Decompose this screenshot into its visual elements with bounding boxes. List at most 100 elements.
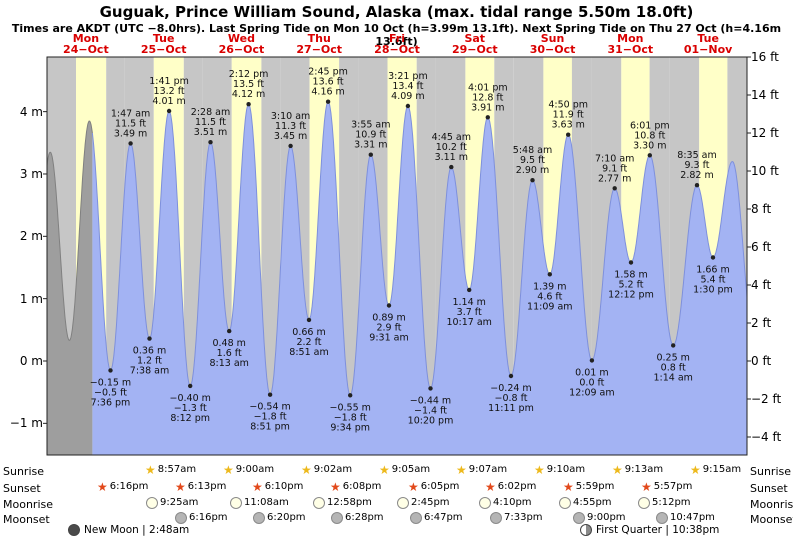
tide-extreme-label: 3.91 m	[471, 102, 504, 113]
right-axis-label: 16 ft	[751, 50, 779, 64]
moonset-time: 9:00pm	[587, 512, 626, 523]
new-moon-info: New Moon | 2:48am	[68, 524, 189, 536]
tide-extreme-label: 13.6 ft	[313, 77, 344, 88]
tide-extreme-dot	[405, 103, 411, 109]
day-label: Wed 26−Oct	[218, 32, 265, 56]
moonrise-entry: 9:25am	[146, 497, 198, 509]
moonrise-row-label-right: Moonrise	[750, 498, 793, 511]
sunset-time: 6:02pm	[497, 481, 537, 492]
sunrise-entry: ★ 9:05am	[379, 464, 430, 476]
tide-extreme-label: 1:41 pm	[149, 76, 189, 87]
sunrise-time: 8:57am	[157, 464, 197, 475]
tide-extreme-label: 10:17 am	[446, 317, 491, 328]
sunset-star-icon: ★	[330, 480, 341, 494]
sunrise-star-icon: ★	[223, 463, 234, 477]
left-axis-label: 2 m	[19, 229, 43, 244]
moonset-entry: 6:20pm	[253, 512, 306, 524]
tide-extreme-label: 2.77 m	[598, 173, 631, 184]
sunrise-time: 9:15am	[702, 464, 742, 475]
right-axis-label: 2 ft	[751, 316, 772, 330]
sunset-entry: ★ 6:08pm	[330, 481, 381, 493]
tide-extreme-label: 4:50 pm	[548, 100, 588, 111]
first-quarter-text: First Quarter | 10:38pm	[596, 524, 720, 536]
moonrise-icon	[479, 497, 491, 509]
tide-curve	[46, 101, 748, 455]
moonrise-entry: 4:10pm	[479, 497, 532, 509]
tide-extreme-label: 0.8 ft	[661, 362, 686, 373]
sunrise-entry: ★ 9:02am	[301, 464, 352, 476]
first-quarter-info: First Quarter | 10:38pm	[580, 524, 719, 536]
tide-extreme-label: 3:21 pm	[388, 71, 428, 82]
right-axis-label: 10 ft	[751, 164, 779, 178]
moonrise-entry: 2:45pm	[397, 497, 450, 509]
day-label: Mon 24−Oct	[63, 32, 109, 56]
sunset-entry: ★ 5:57pm	[641, 481, 692, 493]
left-axis-label: −1 m	[9, 416, 43, 431]
sunrise-entry: ★ 9:07am	[456, 464, 507, 476]
moonrise-time: 5:12pm	[652, 497, 691, 508]
tide-extreme-label: 2.9 ft	[376, 323, 401, 334]
tide-extreme-label: −1.8 ft	[334, 412, 367, 423]
moonset-time: 7:33pm	[504, 512, 543, 523]
sunset-time: 6:13pm	[187, 481, 227, 492]
moonset-entry: 6:16pm	[175, 512, 228, 524]
sunset-star-icon: ★	[641, 480, 652, 494]
tide-extreme-label: −0.15 m	[90, 377, 131, 388]
tide-extreme-label: 3.30 m	[633, 140, 666, 151]
tide-extreme-label: 4:01 pm	[468, 82, 508, 93]
tide-extreme-label: 3:10 am	[271, 111, 310, 122]
moonset-icon	[253, 512, 265, 524]
tide-extreme-label: 5.2 ft	[618, 280, 643, 291]
tide-extreme-label: 4.12 m	[232, 89, 265, 100]
tide-extreme-dot	[710, 255, 716, 260]
moonset-time: 6:47pm	[424, 512, 463, 523]
sunset-time: 5:59pm	[575, 481, 615, 492]
tide-extreme-dot	[671, 343, 676, 348]
tide-extreme-label: 13.4 ft	[392, 81, 423, 92]
sunrise-entry: ★ 8:57am	[145, 464, 196, 476]
moonset-entry: 7:33pm	[490, 512, 543, 524]
sunset-star-icon: ★	[252, 480, 263, 494]
tide-extreme-dot	[566, 132, 571, 137]
tide-extreme-label: 4.01 m	[152, 96, 185, 107]
moonrise-time: 11:08am	[244, 497, 289, 508]
tide-extreme-label: 8:13 am	[209, 358, 248, 369]
tide-extreme-label: 2:45 pm	[308, 67, 348, 78]
tide-extreme-label: −1.3 ft	[174, 403, 207, 414]
sunrise-time: 9:02am	[313, 464, 353, 475]
tide-extreme-label: 0.01 m	[575, 367, 608, 378]
moonset-entry: 6:47pm	[410, 512, 463, 524]
tide-extreme-label: −0.24 m	[490, 383, 531, 394]
moonset-entry: 9:00pm	[573, 512, 626, 524]
tide-extreme-dot	[166, 108, 172, 114]
tide-extreme-label: 7:10 am	[595, 153, 634, 164]
moonrise-icon	[638, 497, 650, 509]
sunset-star-icon: ★	[563, 480, 574, 494]
tide-extreme-label: 7:38 am	[130, 366, 169, 377]
tide-extreme-label: 13.5 ft	[233, 79, 264, 90]
tide-extreme-label: 8:51 am	[289, 347, 328, 358]
tide-extreme-label: 12:09 am	[569, 387, 614, 398]
tide-extreme-label: 12.8 ft	[472, 92, 503, 103]
left-axis-label: 4 m	[19, 104, 43, 119]
sunset-time: 6:16pm	[109, 481, 149, 492]
sunrise-entry: ★ 9:13am	[612, 464, 663, 476]
sunrise-entry: ★ 9:00am	[223, 464, 274, 476]
moonset-time: 6:16pm	[189, 512, 228, 523]
tide-extreme-dot	[612, 186, 617, 191]
sunrise-time: 9:13am	[624, 464, 664, 475]
tide-extreme-dot	[128, 141, 133, 146]
moonrise-entry: 11:08am	[230, 497, 289, 509]
tide-extreme-dot	[368, 152, 373, 157]
tide-extreme-label: 2.90 m	[516, 165, 549, 176]
sunset-entry: ★ 6:13pm	[175, 481, 226, 493]
tide-extreme-label: 3.51 m	[194, 127, 227, 138]
moonrise-time: 12:58pm	[327, 497, 372, 508]
tide-extreme-label: 9.1 ft	[602, 163, 627, 174]
sunset-entry: ★ 6:16pm	[97, 481, 148, 493]
right-axis-label: 12 ft	[751, 126, 779, 140]
tide-extreme-label: 10:20 pm	[408, 415, 454, 426]
tide-extreme-label: 3.45 m	[274, 131, 307, 142]
tide-extreme-dot	[227, 328, 232, 334]
